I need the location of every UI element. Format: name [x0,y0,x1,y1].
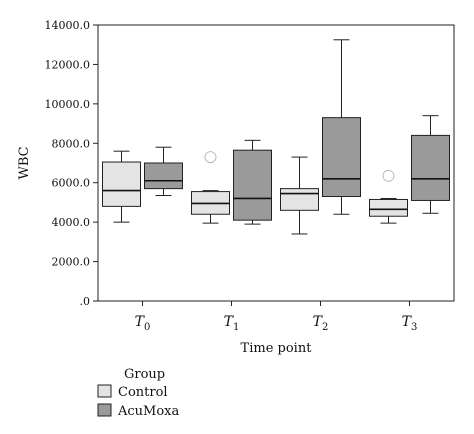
y-axis: .0 2000.0 4000.0 6000.0 8000.0 10000.0 12000.0… [45,19,98,308]
y-tick-label: 6000.0 [52,177,91,190]
iqr-box [102,161,141,207]
box-groups [102,39,450,235]
box-control-3 [369,169,408,224]
outlier-point [204,151,217,164]
x-tick-label: T1 [224,314,240,333]
box-control-1 [191,151,230,224]
y-axis-title: WBC [17,146,32,179]
legend-label-control: Control [118,385,168,400]
y-tick-label: 10000.0 [45,98,91,111]
box-acumoxa-0 [144,146,183,197]
box-control-0 [102,150,141,223]
iqr-box [233,149,272,221]
plot-frame [97,24,455,302]
legend-swatch-control [97,384,112,398]
y-tick-label: 4000.0 [52,216,91,229]
box-acumoxa-1 [233,139,272,225]
x-tick-label: T3 [402,314,418,333]
iqr-box [144,162,183,190]
iqr-box [411,134,450,201]
y-tick-label: 8000.0 [52,137,91,150]
y-tick-label: 12000.0 [45,58,91,71]
outlier-point [382,169,395,182]
y-tick-label: .0 [80,295,91,308]
box-acumoxa-3 [411,115,450,214]
iqr-box [369,198,408,217]
x-axis: T0 T1 T2 T3 [135,301,418,333]
x-axis-title: Time point [241,341,313,356]
legend-swatch-acumoxa [97,403,112,417]
box-acumoxa-2 [322,39,361,215]
legend: Control AcuMoxa [97,384,180,419]
x-tick-label: T2 [313,314,329,333]
legend-title: Group [124,367,165,382]
legend-label-acumoxa: AcuMoxa [117,404,180,419]
iqr-box [322,117,361,198]
y-tick-label: 14000.0 [45,19,91,32]
box-control-2 [280,156,319,235]
x-tick-label: T0 [135,314,151,333]
y-tick-label: 2000.0 [52,256,91,269]
iqr-box [280,188,319,211]
